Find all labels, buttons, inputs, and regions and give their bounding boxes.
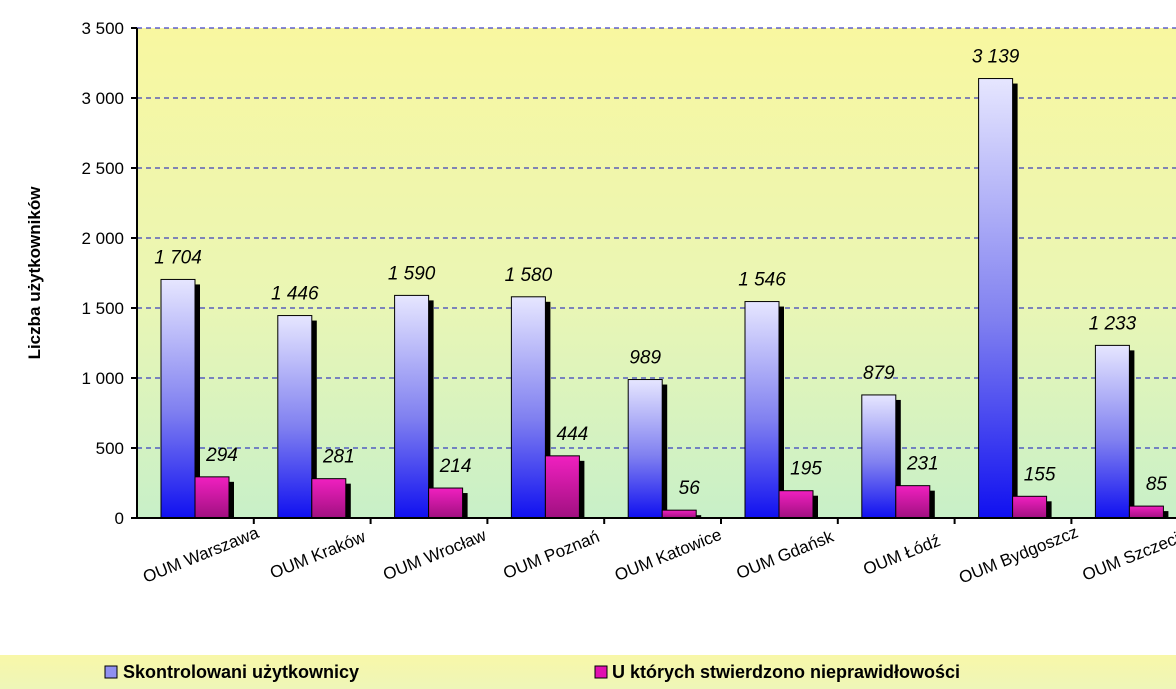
y-tick-label: 3 000 [81, 89, 124, 108]
data-labels: 1 704 294 1 446 281 1 590 214 1 580 444 989 56 1 5… [154, 47, 1167, 500]
x-axis-ticks [252, 518, 1073, 524]
data-label: 1 590 [388, 263, 436, 284]
data-label: 1 233 [1089, 313, 1137, 334]
data-label: 879 [863, 363, 895, 384]
category-label: OUM Bydgoszcz [956, 522, 1080, 587]
data-label: 195 [790, 459, 822, 480]
legend: Skontrolowani użytkownicy U których stwi… [0, 655, 1176, 689]
data-label: 214 [439, 456, 472, 477]
y-tick-label: 3 500 [81, 19, 124, 38]
y-axis-title: Liczba użytkowników [25, 186, 44, 360]
bar-controlled [1094, 344, 1130, 519]
bar-irregular [895, 485, 931, 519]
bar-controlled [160, 278, 196, 519]
category-label: OUM Wrocław [380, 525, 489, 584]
bar-controlled [277, 315, 313, 519]
bar-irregular [778, 490, 814, 519]
data-label: 294 [205, 445, 238, 466]
bar-controlled [510, 296, 546, 519]
data-label: 1 446 [271, 284, 319, 305]
y-tick-label: 0 [115, 509, 124, 528]
data-label: 56 [679, 478, 701, 499]
legend-label-series-2: U których stwierdzono nieprawidłowości [612, 662, 960, 682]
y-tick-label: 500 [96, 439, 124, 458]
data-label: 281 [322, 447, 355, 468]
bar-irregular [1128, 505, 1164, 519]
bar-irregular [428, 487, 464, 519]
category-label: OUM Szczecin [1080, 525, 1176, 585]
y-tick-label: 2 500 [81, 159, 124, 178]
bar-irregular [194, 476, 230, 519]
category-label: OUM Gdańsk [734, 527, 837, 583]
legend-background [0, 655, 1176, 689]
data-label: 155 [1024, 464, 1056, 485]
bar-irregular [311, 478, 347, 519]
data-label: 1 704 [154, 247, 202, 268]
bars [160, 78, 1169, 519]
data-label: 1 546 [738, 270, 786, 291]
legend-label-series-1: Skontrolowani użytkownicy [123, 662, 359, 682]
legend-swatch-series-1 [104, 665, 118, 679]
bar-irregular [544, 455, 580, 519]
category-label: OUM Kraków [267, 527, 368, 583]
bar-controlled [861, 394, 897, 519]
bar-controlled [978, 78, 1014, 519]
category-label: OUM Katowice [612, 525, 724, 585]
category-label: OUM Poznań [500, 527, 602, 583]
bar-controlled [627, 379, 663, 519]
category-label: OUM Łódź [861, 531, 943, 579]
y-tick-label: 1 500 [81, 299, 124, 318]
data-label: 85 [1146, 474, 1168, 495]
legend-swatch-series-2 [594, 665, 608, 679]
y-tick-label: 2 000 [81, 229, 124, 248]
bar-irregular [661, 509, 697, 519]
data-label: 1 580 [505, 265, 553, 286]
data-label: 989 [629, 348, 661, 369]
data-label: 444 [557, 424, 589, 445]
data-label: 231 [906, 454, 939, 475]
bar-controlled [394, 294, 430, 519]
bar-irregular [1012, 495, 1048, 519]
bar-controlled [744, 301, 780, 519]
category-label: OUM Warszawa [140, 523, 262, 587]
data-label: 3 139 [972, 47, 1020, 68]
y-axis-ticks: 0 500 1 000 1 500 2 000 2 500 3 000 3 500 [81, 19, 137, 528]
y-tick-label: 1 000 [81, 369, 124, 388]
category-labels: OUM Warszawa OUM Kraków OUM Wrocław OUM Poz… [140, 522, 1176, 587]
